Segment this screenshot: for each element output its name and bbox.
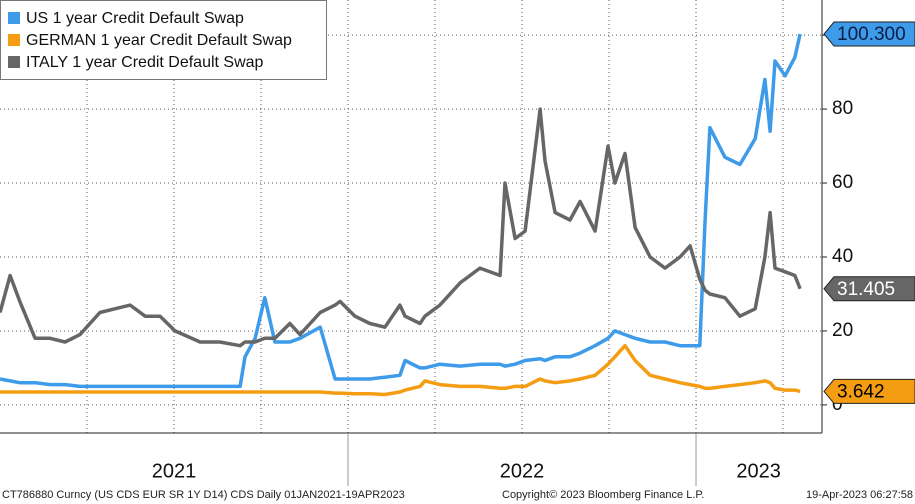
legend-swatch [8,56,20,68]
last-value-box [823,276,915,302]
footer-left: CT786880 Curncy (US CDS EUR SR 1Y D14) C… [2,489,405,501]
legend-swatch [8,34,20,46]
last-value-label: 3.642 [837,381,885,402]
legend-label: US 1 year Credit Default Swap [26,10,244,27]
y-tick-label: 0 [832,394,843,415]
x-tick-label: 2023 [736,460,781,482]
legend: US 1 year Credit Default Swap GERMAN 1 ye… [0,0,327,80]
legend-label: GERMAN 1 year Credit Default Swap [26,32,292,49]
footer-center: Copyright© 2023 Bloomberg Finance L.P. [502,489,704,501]
y-tick-label: 80 [832,98,853,119]
x-tick-label: 2022 [500,460,545,482]
last-value-box [823,21,915,47]
series-line [0,343,801,397]
last-value-label: 31.405 [837,279,895,300]
y-tick-label: 60 [832,172,853,193]
last-value-label: 100.300 [837,24,906,45]
lines [0,33,802,397]
series-line [0,107,802,348]
legend-swatch [8,12,20,24]
series-line [0,33,802,389]
y-tick-label: 20 [832,320,853,341]
x-tick-label: 2021 [152,460,197,482]
y-tick-label: 40 [832,246,853,267]
last-value-box [823,378,915,404]
footer-right: 19-Apr-2023 06:27:58 [806,489,913,501]
legend-label: ITALY 1 year Credit Default Swap [26,54,264,71]
legend-box [0,0,327,80]
axes: 020406080100202120222023 [0,0,864,486]
